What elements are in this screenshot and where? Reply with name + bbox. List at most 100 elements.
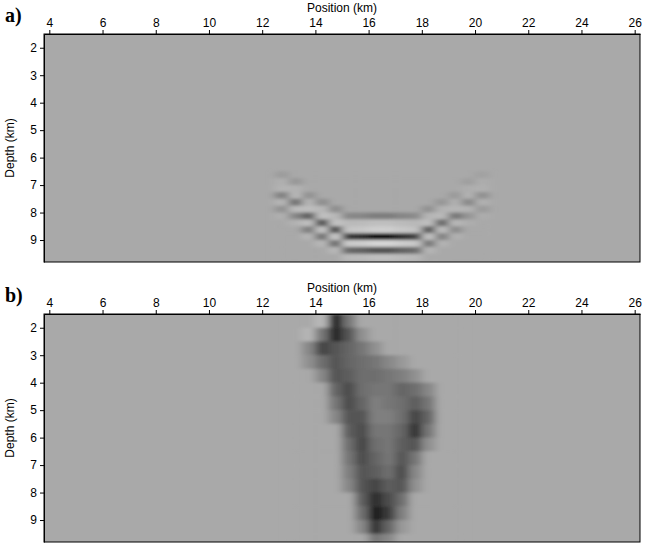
cell — [409, 219, 423, 226]
cell — [329, 226, 343, 233]
cell — [302, 520, 316, 534]
cell — [382, 247, 396, 254]
cell — [315, 219, 329, 226]
cell — [409, 192, 423, 199]
cell — [422, 341, 436, 355]
cell — [409, 520, 423, 534]
cell — [342, 314, 356, 328]
cell — [475, 171, 489, 178]
cell — [315, 254, 329, 261]
cell — [342, 506, 356, 520]
cell — [302, 171, 316, 178]
cell — [462, 219, 476, 226]
tick-mark — [49, 310, 50, 314]
cell — [369, 254, 383, 261]
cell — [448, 465, 462, 479]
cell — [355, 465, 369, 479]
tick-label: 20 — [469, 296, 483, 310]
cell — [355, 410, 369, 424]
cell — [462, 233, 476, 240]
tick: 24 — [575, 16, 589, 34]
tick-mark — [103, 310, 104, 314]
x-axis: 468101214161820222426 — [45, 16, 643, 35]
cell — [435, 534, 449, 542]
cell — [435, 424, 449, 438]
tick: 6 — [100, 296, 107, 314]
cell — [369, 247, 383, 254]
cell — [329, 355, 343, 369]
tick: 8 — [30, 206, 44, 220]
cell — [369, 493, 383, 507]
cell — [395, 465, 409, 479]
cell — [329, 396, 343, 410]
cell — [409, 341, 423, 355]
cell — [315, 534, 329, 542]
cell — [462, 213, 476, 220]
cell — [462, 178, 476, 185]
cell — [369, 355, 383, 369]
cell — [382, 451, 396, 465]
tick-label: 3 — [30, 349, 37, 363]
tick: 18 — [416, 16, 430, 34]
tick-label: 9 — [30, 513, 37, 527]
cell — [395, 369, 409, 383]
tick-label: 7 — [30, 458, 37, 472]
cell — [315, 355, 329, 369]
cell — [448, 438, 462, 452]
cell — [395, 479, 409, 493]
cell — [329, 185, 343, 192]
cell — [302, 493, 316, 507]
cell — [435, 233, 449, 240]
cell — [382, 493, 396, 507]
cell — [329, 341, 343, 355]
cell — [409, 493, 423, 507]
cell — [475, 226, 489, 233]
cell — [329, 451, 343, 465]
cell — [435, 213, 449, 220]
tick-mark — [209, 310, 210, 314]
cell — [315, 396, 329, 410]
cell — [289, 226, 303, 233]
tick: 10 — [203, 16, 217, 34]
cell — [395, 451, 409, 465]
cell — [448, 396, 462, 410]
cell — [275, 226, 289, 233]
tick: 9 — [30, 513, 44, 527]
cell — [409, 240, 423, 247]
cell — [435, 314, 449, 328]
tick: 9 — [30, 233, 44, 247]
cell — [422, 465, 436, 479]
tick-label: 22 — [522, 296, 536, 310]
cell — [355, 328, 369, 342]
cell — [422, 254, 436, 261]
cell — [275, 240, 289, 247]
cell — [462, 240, 476, 247]
cell — [289, 314, 303, 328]
cell — [395, 328, 409, 342]
cell — [448, 506, 462, 520]
tick: 26 — [628, 16, 642, 34]
cell — [409, 178, 423, 185]
tick: 3 — [30, 69, 44, 83]
cell — [395, 383, 409, 397]
cell — [422, 206, 436, 213]
cell — [395, 520, 409, 534]
tick: 26 — [628, 296, 642, 314]
cell — [422, 424, 436, 438]
cell — [448, 355, 462, 369]
cell — [355, 219, 369, 226]
cell — [355, 226, 369, 233]
cell — [395, 247, 409, 254]
cell — [302, 226, 316, 233]
cell — [448, 369, 462, 383]
cell — [302, 396, 316, 410]
cell — [342, 396, 356, 410]
plot-area — [289, 314, 462, 542]
tick-mark — [40, 75, 44, 76]
cell — [382, 396, 396, 410]
tick-label: 6 — [30, 151, 37, 165]
cell — [369, 465, 383, 479]
cell — [355, 171, 369, 178]
axis-line — [45, 314, 641, 315]
cell — [289, 247, 303, 254]
